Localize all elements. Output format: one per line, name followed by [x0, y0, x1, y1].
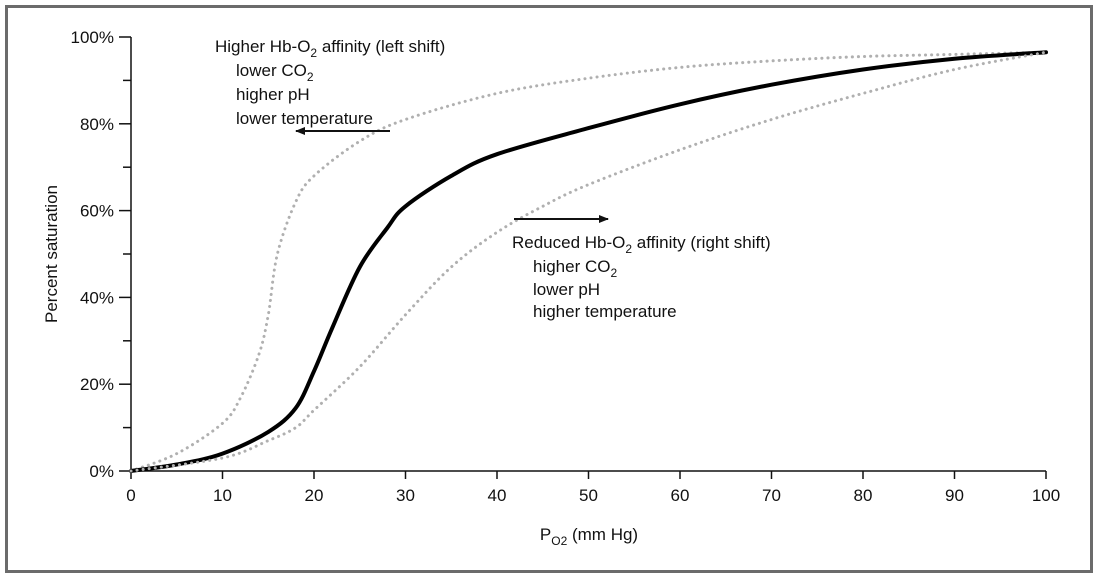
left-annotation-ph: higher pH [236, 85, 310, 104]
y-tick-label: 60% [80, 202, 114, 221]
y-tick-label: 80% [80, 115, 114, 134]
left-annotation-temperature: lower temperature [236, 109, 373, 128]
right-shift-curve [129, 50, 1048, 473]
y-tick-label: 100% [71, 28, 114, 47]
x-tick-label: 60 [671, 486, 690, 505]
x-axis-title: PO2 (mm Hg) [540, 525, 638, 548]
curves [129, 50, 1048, 473]
normal-curve [129, 50, 1048, 473]
right-annotation-temperature: higher temperature [533, 302, 677, 321]
x-tick-label: 90 [945, 486, 964, 505]
left-shift-annotation: Higher Hb-O2 affinity (left shift) lower… [215, 37, 445, 135]
left-annotation-co2: lower CO2 [236, 61, 314, 84]
x-axis-ticks: 0 10 20 30 40 50 60 70 80 90 100 [126, 471, 1060, 505]
x-tick-label: 30 [396, 486, 415, 505]
x-tick-label: 10 [213, 486, 232, 505]
x-tick-label: 20 [305, 486, 324, 505]
x-tick-label: 0 [126, 486, 135, 505]
x-tick-label: 100 [1032, 486, 1060, 505]
right-shift-annotation: Reduced Hb-O2 affinity (right shift) hig… [512, 215, 771, 321]
y-tick-label: 20% [80, 375, 114, 394]
figure-frame [5, 5, 1093, 573]
right-annotation-title: Reduced Hb-O2 affinity (right shift) [512, 233, 771, 256]
y-tick-label: 0% [89, 462, 114, 481]
x-tick-label: 80 [854, 486, 873, 505]
right-annotation-ph: lower pH [533, 280, 600, 299]
y-tick-label: 40% [80, 288, 114, 307]
y-axis-title: Percent saturation [42, 185, 61, 323]
x-tick-label: 40 [488, 486, 507, 505]
x-tick-label: 50 [579, 486, 598, 505]
x-tick-label: 70 [762, 486, 781, 505]
right-annotation-co2: higher CO2 [533, 257, 617, 280]
left-shift-curve [129, 50, 1048, 473]
left-annotation-title: Higher Hb-O2 affinity (left shift) [215, 37, 445, 60]
y-axis-ticks: 0% 20% 40% 60% 80% 100% [71, 28, 131, 481]
